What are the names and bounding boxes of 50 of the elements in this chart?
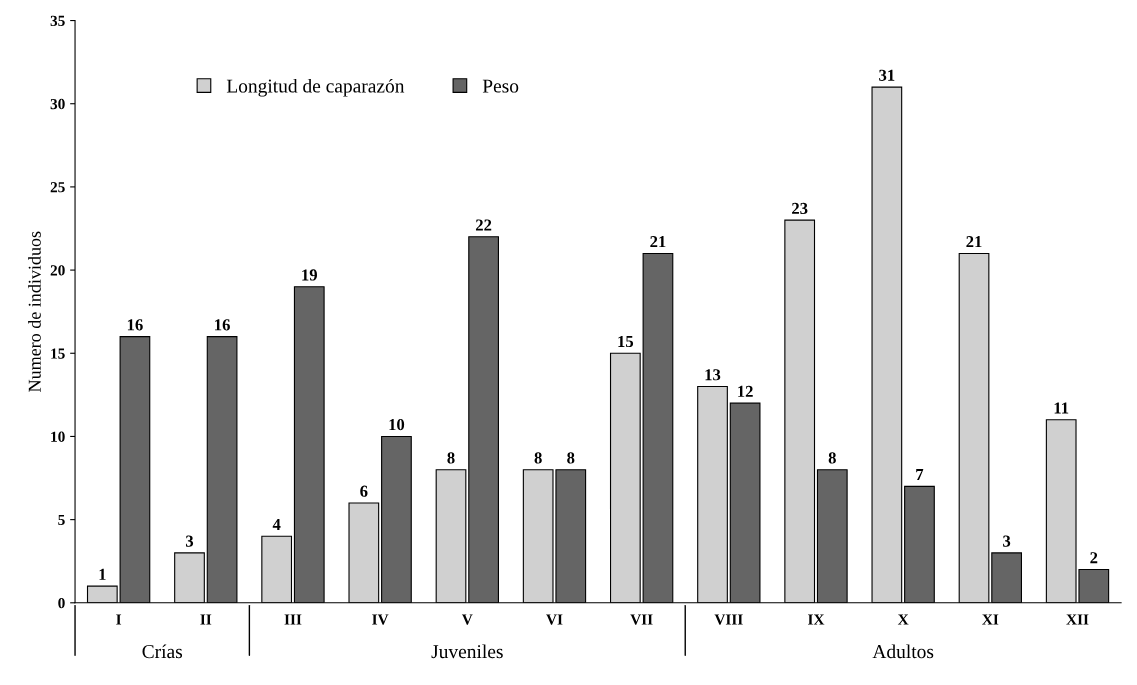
- x-tick-label: VII: [630, 614, 653, 625]
- data-label: 15: [618, 335, 634, 348]
- text: Juveniles: [431, 644, 503, 659]
- data-label: 8: [567, 452, 575, 464]
- x-tick-label: I: [116, 614, 122, 625]
- legend-label: Peso: [482, 79, 519, 93]
- data-label: 2: [1090, 552, 1098, 564]
- x-tick-label: IV: [372, 614, 389, 625]
- data-label: 8: [534, 452, 542, 464]
- data-label: 4: [272, 518, 281, 530]
- data-label: 1: [99, 568, 106, 580]
- y-tick-label: 25: [50, 182, 65, 193]
- data-label: 23: [792, 202, 808, 215]
- data-label: 22: [475, 219, 492, 231]
- y-tick-label: 5: [58, 514, 65, 526]
- data-label: 10: [389, 419, 405, 431]
- data-label: 12: [738, 385, 753, 397]
- data-label: 3: [185, 535, 194, 547]
- x-tick-label: VI: [546, 614, 563, 625]
- data-label: 21: [966, 236, 982, 248]
- y-tick-label: 0: [58, 597, 65, 609]
- data-label: 8: [447, 452, 455, 464]
- x-tick-label: VIII: [714, 614, 743, 625]
- data-label: 19: [302, 269, 317, 281]
- data-label: 8: [828, 452, 836, 464]
- y-tick-label: 20: [50, 265, 65, 276]
- y-tick-label: 10: [51, 431, 65, 442]
- x-tick-label: IX: [808, 614, 825, 625]
- y-axis-title: Numero de individuos: [28, 231, 41, 392]
- data-label: 7: [916, 469, 924, 481]
- data-label: 31: [879, 69, 895, 81]
- text: Crías: [142, 644, 183, 659]
- x-tick-label: V: [461, 614, 473, 625]
- x-tick-label: III: [284, 614, 302, 625]
- data-label: 3: [1003, 535, 1011, 547]
- data-label: 11: [1054, 402, 1069, 414]
- data-label: 21: [650, 236, 666, 248]
- text: Adultos: [872, 644, 934, 659]
- data-label: 16: [127, 319, 143, 331]
- x-tick-label: X: [897, 614, 909, 625]
- data-label: 6: [360, 485, 368, 497]
- legend-label: Longitud de caparazón: [226, 78, 405, 97]
- data-label: 16: [215, 319, 230, 331]
- x-tick-label: XII: [1066, 614, 1089, 625]
- y-tick-label: 35: [50, 15, 65, 26]
- y-tick-label: 15: [51, 348, 65, 359]
- y-tick-label: 30: [50, 98, 65, 110]
- data-label: 13: [705, 369, 721, 381]
- x-tick-label: II: [200, 614, 212, 625]
- x-tick-label: XI: [982, 614, 999, 625]
